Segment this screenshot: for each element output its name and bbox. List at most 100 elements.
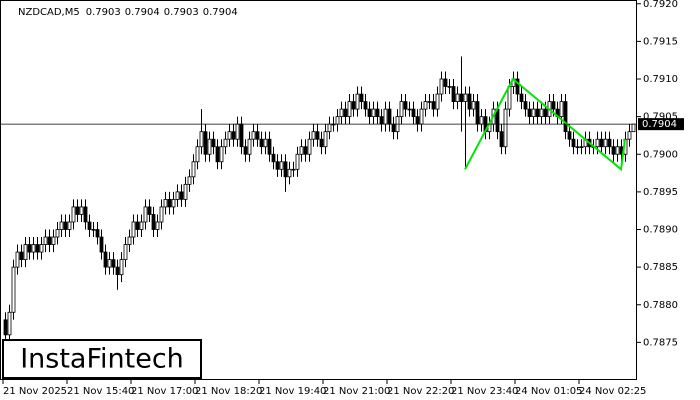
candle-body [123,244,128,261]
candle-body [411,108,416,118]
y-tick-label: 0.7900 [643,149,678,160]
candle-body [383,108,388,125]
price-label-box [638,118,684,131]
candle-body [631,123,636,133]
candle-body [495,108,500,133]
candle-body [131,221,136,238]
candle-body [199,131,204,148]
candle-body [579,146,584,148]
candle-body [543,108,548,118]
candle-body [607,138,612,148]
candle-body [611,146,616,155]
candle-body [551,101,556,110]
x-tick-label: 21 Nov 2025 [3,386,67,397]
candle-body [159,206,164,223]
candle-body [283,161,288,178]
candle-body [347,101,352,118]
candle-body [515,78,520,95]
candle-body [63,221,68,230]
candle-body [195,146,200,163]
candle-body [435,93,440,110]
logo-box [2,339,202,379]
candle-body [535,108,540,118]
candle-body [423,101,428,110]
candle-body [339,108,344,118]
y-tick-label: 0.7895 [643,187,678,198]
candle-body [519,93,524,102]
candle-body [463,93,468,102]
header-high: 0.7904 [125,7,160,18]
candle-body [179,191,184,200]
logo: InstaFintech [20,344,184,375]
candle-body [99,236,104,253]
candle-body [143,206,148,223]
y-tick-label: 0.7905 [643,112,678,123]
candle-body [43,236,48,245]
candles: 0.7904 [0,56,684,358]
y-tick-label: 0.7910 [643,74,678,85]
header-low: 0.7903 [164,7,199,18]
candle-body [55,229,60,238]
y-tick-label: 0.7880 [643,300,678,311]
candle-body [247,138,252,155]
candle-body [375,108,380,118]
candle-body [151,214,156,230]
candle-body [115,266,120,276]
candle-body [459,93,464,102]
candle-body [35,244,40,253]
candle-body [163,199,168,208]
candle-body [211,138,216,148]
candle-body [183,183,188,200]
candle-body [343,108,348,118]
candle-body [119,259,124,276]
candle-body [231,131,236,140]
candle-body [291,168,296,171]
candle-body [67,221,72,230]
candle-body [155,221,160,230]
candle-body [503,108,508,148]
candle-body [387,108,392,125]
candle-body [415,116,420,125]
candle-body [139,221,144,230]
candle-body [527,108,532,118]
x-tick-label: 24 Nov 02:25 [579,386,646,397]
candle-body [571,138,576,148]
x-tick-label: 21 Nov 17:00 [131,386,198,397]
candle-body [243,146,248,155]
candle-body [287,168,292,178]
candle-body [207,138,212,155]
candle-body [259,138,264,148]
candle-body [431,101,436,110]
candle-body [443,78,448,87]
candle-body [299,146,304,155]
candle-body [111,259,116,268]
candle-body [319,138,324,148]
x-tick-label: 21 Nov 19:40 [259,386,326,397]
candle-body [215,146,220,163]
candle-body [371,108,376,118]
candle-body [399,101,404,118]
candle-body [359,93,364,102]
candle-body [467,93,472,110]
candle-body [367,108,372,118]
symbol: NZDCAD,M5 [18,7,80,18]
candle-body [439,78,444,95]
candle-body [263,138,268,148]
candle-body [615,146,620,155]
candle-body [455,93,460,102]
candle-body [75,206,80,215]
candle-body [235,123,240,140]
candle-body [523,101,528,110]
candle-body [167,199,172,208]
candle-body [87,221,92,230]
candle-body [95,229,100,238]
candle-body [315,131,320,140]
candle-body [103,251,108,268]
header: NZDCAD,M5 0.7903 0.7904 0.7903 0.7904 [18,7,238,18]
y-tick-label: 0.7875 [643,337,678,348]
candle-body [403,101,408,110]
candle-body [379,116,384,125]
candle-body [91,229,96,231]
